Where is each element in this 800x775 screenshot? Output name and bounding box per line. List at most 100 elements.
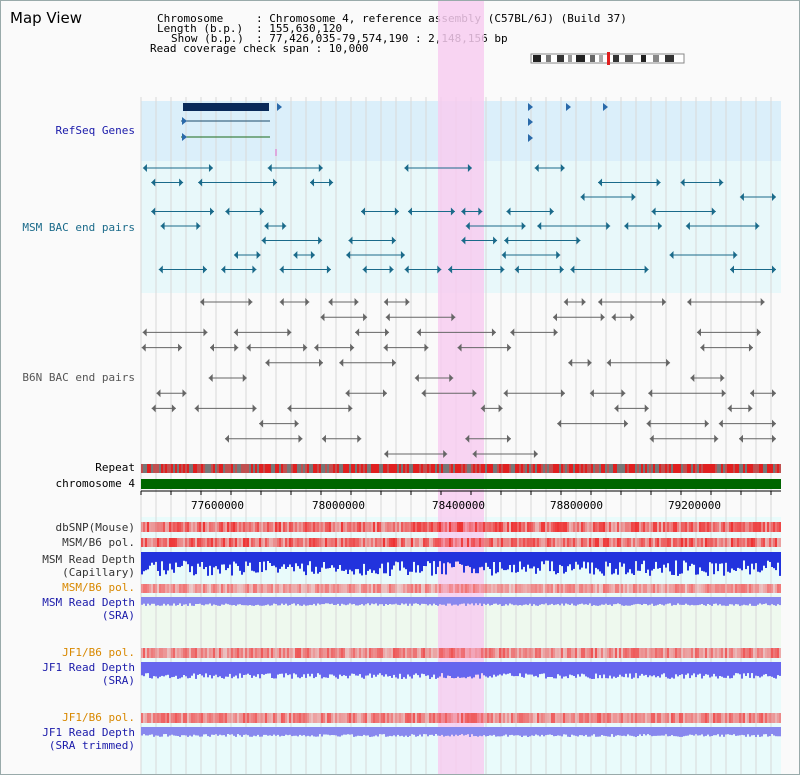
polymorphism-strip	[185, 648, 187, 658]
read-depth-bar	[773, 597, 775, 606]
b6n-bac-end	[382, 389, 387, 398]
read-depth-bar	[193, 727, 195, 735]
repeat-mark	[683, 464, 685, 473]
read-depth-bar	[725, 597, 727, 606]
repeat-mark	[367, 464, 369, 473]
b6n-bac-end	[178, 343, 183, 352]
polymorphism-strip	[293, 538, 295, 547]
read-depth-bar	[175, 597, 177, 606]
read-depth-bar	[765, 552, 767, 568]
read-depth-bar	[297, 662, 299, 678]
polymorphism-strip	[617, 522, 619, 532]
msm-bac-end	[259, 207, 264, 216]
read-depth-bar	[201, 727, 203, 737]
read-depth-bar	[581, 597, 583, 604]
read-depth-bar	[203, 662, 205, 678]
read-depth-bar	[415, 662, 417, 674]
read-depth-bar	[485, 597, 487, 605]
read-depth-bar	[661, 597, 663, 605]
read-depth-bar	[767, 662, 769, 677]
polymorphism-strip	[689, 522, 691, 532]
polymorphism-strip	[627, 538, 629, 547]
polymorphism-strip	[711, 538, 713, 547]
polymorphism-strip	[655, 538, 657, 547]
polymorphism-strip	[713, 522, 715, 532]
polymorphism-strip	[259, 648, 261, 658]
polymorphism-strip	[675, 648, 677, 658]
read-depth-bar	[675, 727, 677, 737]
polymorphism-strip	[237, 713, 239, 723]
ideogram-band	[665, 55, 674, 62]
read-depth-bar	[201, 552, 203, 562]
read-depth-bar	[347, 727, 349, 735]
read-depth-bar	[355, 727, 357, 737]
read-depth-bar	[649, 727, 651, 736]
polymorphism-strip	[221, 584, 223, 593]
polymorphism-strip	[559, 538, 561, 547]
polymorphism-strip	[299, 522, 301, 532]
polymorphism-strip	[725, 713, 727, 723]
read-depth-bar	[631, 597, 633, 606]
polymorphism-strip	[387, 713, 389, 723]
polymorphism-strip	[499, 648, 501, 658]
polymorphism-strip	[675, 538, 677, 547]
polymorphism-strip	[219, 522, 221, 532]
read-depth-bar	[499, 662, 501, 675]
read-depth-bar	[639, 597, 641, 605]
read-depth-bar	[551, 597, 553, 604]
read-depth-bar	[151, 727, 153, 735]
read-depth-bar	[397, 597, 399, 605]
read-depth-bar	[661, 727, 663, 736]
polymorphism-strip	[557, 584, 559, 593]
polymorphism-strip	[735, 713, 737, 723]
read-depth-bar	[197, 597, 199, 604]
track-label-msm-bac[interactable]: MSM BAC end pairs	[22, 221, 135, 234]
polymorphism-strip	[257, 522, 259, 532]
read-depth-bar	[315, 662, 317, 677]
polymorphism-strip	[391, 713, 393, 723]
read-depth-bar	[419, 727, 421, 735]
polymorphism-strip	[355, 522, 357, 532]
read-depth-bar	[159, 552, 161, 576]
track-label-refseq[interactable]: RefSeq Genes	[55, 124, 135, 137]
b6n-bac-end	[443, 450, 448, 458]
polymorphism-strip	[489, 522, 491, 532]
repeat-mark	[605, 464, 607, 473]
polymorphism-strip	[463, 713, 465, 723]
polymorphism-strip	[295, 584, 297, 593]
read-depth-bar	[317, 552, 319, 574]
polymorphism-strip	[205, 522, 207, 532]
polymorphism-strip	[379, 713, 381, 723]
polymorphism-strip	[455, 538, 457, 547]
read-depth-bar	[609, 597, 611, 605]
polymorphism-strip	[505, 584, 507, 593]
read-depth-bar	[757, 552, 759, 572]
repeat-mark	[593, 464, 595, 473]
msm-bac-end	[179, 178, 184, 187]
read-depth-bar	[777, 552, 779, 563]
polymorphism-strip	[541, 584, 543, 593]
repeat-mark	[301, 464, 303, 473]
polymorphism-strip	[699, 584, 701, 593]
repeat-mark	[609, 464, 611, 473]
read-depth-bar	[471, 662, 473, 679]
polymorphism-strip	[623, 538, 625, 547]
msm-bac-end	[680, 178, 685, 187]
track-label-b6n-bac[interactable]: B6N BAC end pairs	[22, 371, 135, 384]
read-depth-bar	[333, 597, 335, 605]
gene-arrow	[566, 103, 571, 111]
polymorphism-strip	[323, 538, 325, 547]
polymorphism-strip	[191, 584, 193, 593]
coverage-span-text: Read coverage check span : 10,000	[150, 42, 369, 55]
read-depth-bar	[299, 597, 301, 606]
polymorphism-strip	[285, 538, 287, 547]
read-depth-bar	[349, 552, 351, 570]
polymorphism-strip	[269, 713, 271, 723]
read-depth-bar	[705, 552, 707, 573]
repeat-mark	[249, 464, 251, 473]
polymorphism-strip	[655, 584, 657, 593]
repeat-mark	[721, 464, 723, 473]
read-depth-bar	[237, 552, 239, 566]
read-depth-bar	[425, 662, 427, 676]
